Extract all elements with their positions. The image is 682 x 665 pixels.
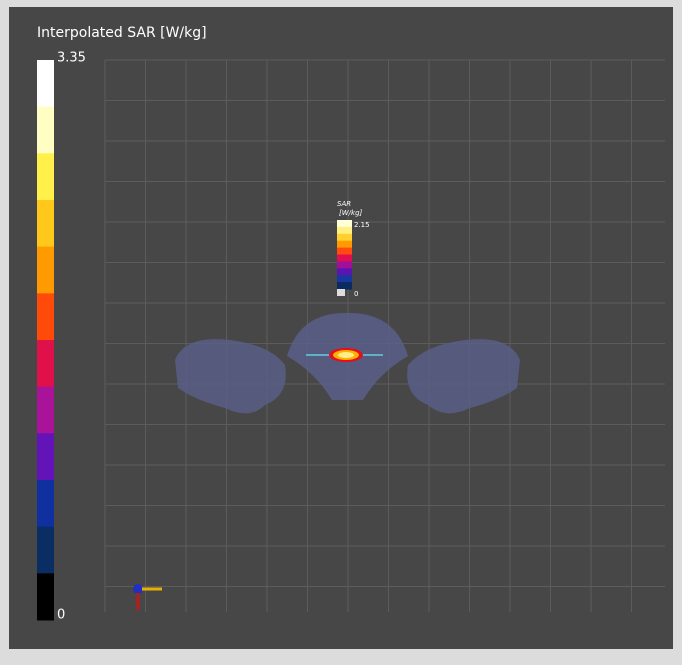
colorbar-band: [37, 60, 54, 108]
inset-band: [337, 282, 352, 290]
inset-max: 2.15: [354, 221, 370, 229]
colorbar-min: 0: [57, 608, 65, 623]
colorbar: [37, 60, 54, 621]
hotspot-core: [338, 352, 354, 358]
inset-band: [337, 233, 352, 242]
colorbar-title: Interpolated SAR [W/kg]: [37, 25, 207, 41]
inset-band: [337, 247, 352, 255]
colorbar-band: [37, 246, 54, 294]
inset-min: 0: [354, 290, 358, 298]
colorbar-band: [37, 200, 54, 248]
inset-band: [337, 220, 352, 228]
colorbar-band: [37, 340, 54, 388]
colorbar-band: [37, 573, 54, 621]
colorbar-band: [37, 293, 54, 341]
inset-band: [337, 275, 352, 283]
inset-title: SAR: [337, 200, 351, 208]
inset-band: [337, 268, 352, 276]
inset-band: [337, 240, 352, 249]
inset-colorbar: [337, 220, 352, 296]
colorbar-band: [37, 433, 54, 481]
gizmo-origin: [133, 584, 143, 594]
colorbar-band: [37, 526, 54, 574]
colorbar-band: [37, 386, 54, 434]
inset-band: [337, 254, 352, 262]
left-lobe: [175, 339, 286, 414]
colorbar-band: [37, 106, 54, 154]
inset-unit: [W/kg]: [339, 209, 363, 217]
colorbar-max: 3.35: [57, 51, 86, 66]
colorbar-band: [37, 480, 54, 528]
colorbar-band: [37, 153, 54, 201]
inset-band: [337, 226, 352, 235]
right-lobe: [407, 339, 520, 414]
inset-band: [337, 261, 352, 269]
inset-icon: [337, 289, 345, 296]
